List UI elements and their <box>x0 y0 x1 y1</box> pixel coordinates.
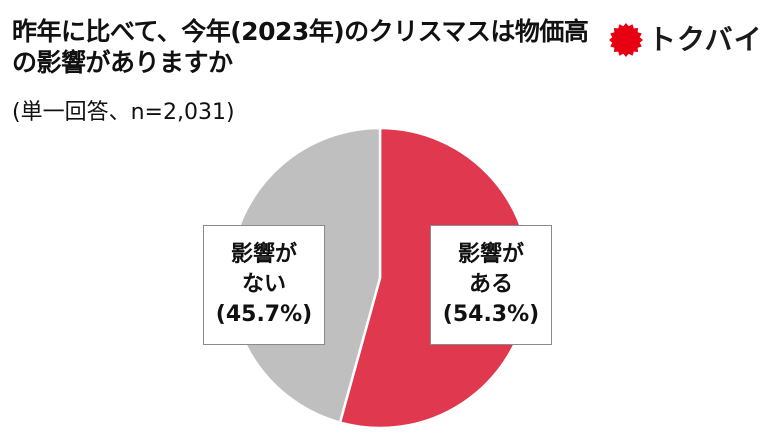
slice-percent: (45.7%) <box>215 302 313 327</box>
logo-text: トクバイ <box>648 23 763 56</box>
red-burst-icon <box>609 23 643 57</box>
slice-label-line2: ある <box>468 272 513 297</box>
chart-title: 昨年に比べて、今年(2023年)のクリスマスは物価高の影響がありますか <box>12 17 589 77</box>
tokubai-logo: トクバイ <box>608 22 763 58</box>
slice-label-impact: 影響が ある (54.3%) <box>430 225 552 345</box>
slice-percent: (54.3%) <box>442 302 540 327</box>
slice-label-line1: 影響が <box>230 242 297 267</box>
slice-label-line2: ない <box>241 272 286 297</box>
chart-subtitle: (単一回答、n=2,031) <box>12 100 235 125</box>
slice-label-line1: 影響が <box>457 242 524 267</box>
slice-label-no-impact: 影響が ない (45.7%) <box>203 225 325 345</box>
